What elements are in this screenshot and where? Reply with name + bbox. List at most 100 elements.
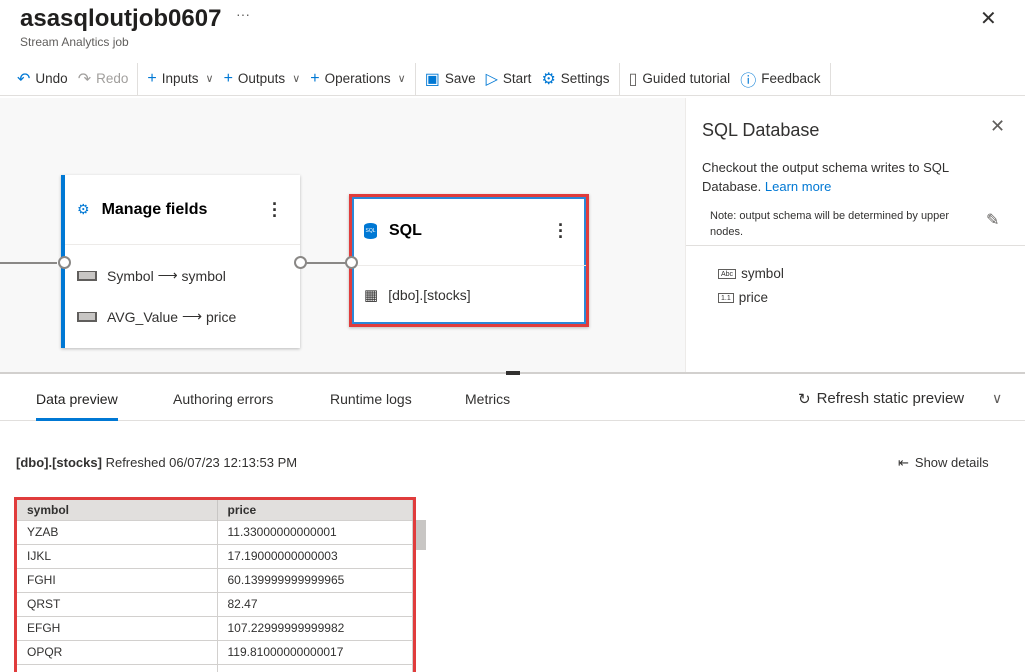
column-header[interactable]: symbol bbox=[17, 500, 218, 520]
table-row[interactable]: IJKL 17.19000000000003 bbox=[17, 543, 413, 569]
table-cell bbox=[217, 663, 413, 672]
settings-button[interactable]: ⚙ Settings bbox=[536, 64, 614, 94]
edit-icon[interactable]: ✎ bbox=[986, 212, 1000, 229]
outputs-button[interactable]: + Outputs ∨ bbox=[219, 64, 306, 94]
table-icon: ▦ bbox=[364, 287, 379, 304]
sql-output-node[interactable]: SQL SQL · · · ▦ [dbo].[stocks] bbox=[349, 194, 589, 327]
redo-label: Redo bbox=[96, 71, 129, 86]
field-mapping: AVG_Value ⟶ price bbox=[77, 296, 300, 337]
refresh-icon: ↻ bbox=[798, 391, 811, 408]
tab-runtime-logs[interactable]: Runtime logs bbox=[330, 391, 412, 407]
node-menu-button[interactable]: · · · bbox=[272, 193, 278, 226]
table-row[interactable]: YZAB 11.33000000000001 bbox=[17, 519, 413, 545]
undo-button[interactable]: ↶ Undo bbox=[12, 64, 73, 94]
panel-title: SQL Database bbox=[702, 120, 820, 140]
mapping-to: symbol bbox=[181, 267, 226, 284]
undo-label: Undo bbox=[35, 71, 68, 86]
close-button[interactable]: ✕ bbox=[980, 8, 997, 30]
close-icon[interactable]: ✕ bbox=[990, 116, 1006, 136]
status-text: Refreshed 06/07/23 12:13:53 PM bbox=[105, 455, 298, 470]
undo-icon: ↶ bbox=[17, 70, 31, 88]
divider bbox=[829, 62, 831, 95]
table-name: [dbo].[stocks] bbox=[388, 287, 471, 303]
guided-tutorial-button[interactable]: ▯ Guided tutorial bbox=[624, 64, 736, 94]
job-title: asasqloutjob0607 bbox=[20, 5, 222, 32]
outputs-label: Outputs bbox=[237, 71, 286, 86]
chevron-down-icon[interactable]: ∨ bbox=[992, 390, 1003, 406]
table-row: ▦ [dbo].[stocks] bbox=[364, 266, 586, 324]
output-port[interactable] bbox=[294, 256, 307, 269]
splitter-handle[interactable] bbox=[506, 371, 520, 375]
show-details-button[interactable]: ⇤ Show details bbox=[898, 455, 989, 471]
table-cell: YZAB bbox=[17, 519, 218, 545]
refresh-static-preview-button[interactable]: ↻ Refresh static preview bbox=[798, 390, 964, 408]
table-row[interactable] bbox=[17, 663, 413, 672]
job-subtitle: Stream Analytics job bbox=[20, 35, 129, 49]
chevron-down-icon: ∨ bbox=[205, 73, 214, 85]
start-button[interactable]: ▷ Start bbox=[481, 64, 537, 94]
preview-table: symbol price YZAB 11.33000000000001 IJKL 17.… bbox=[14, 497, 416, 672]
string-type-icon: Abc bbox=[718, 268, 737, 279]
node-menu-button[interactable]: · · · bbox=[558, 215, 564, 247]
manage-fields-node[interactable]: ⚙ Manage fields · · · Symbol ⟶ symbol AVG_Va… bbox=[61, 175, 300, 348]
redo-icon: ↷ bbox=[77, 70, 92, 88]
field-name: price bbox=[738, 290, 768, 305]
settings-label: Settings bbox=[560, 71, 610, 86]
scrollbar[interactable] bbox=[416, 520, 426, 550]
feedback-button[interactable]: ⓘ Feedback bbox=[735, 64, 825, 94]
arrow-icon: ⟶ bbox=[181, 308, 203, 324]
table-cell: EFGH bbox=[17, 615, 218, 641]
input-port[interactable] bbox=[58, 256, 71, 269]
divider bbox=[137, 62, 139, 95]
table-row[interactable]: EFGH 107.22999999999982 bbox=[17, 615, 413, 641]
schema-field: Abc symbol bbox=[718, 266, 784, 281]
chevron-down-icon: ∨ bbox=[292, 73, 301, 85]
start-label: Start bbox=[502, 71, 532, 86]
save-label: Save bbox=[444, 71, 476, 86]
table-row[interactable]: FGHI 60.139999999999965 bbox=[17, 567, 413, 593]
tab-data-preview[interactable]: Data preview bbox=[36, 391, 118, 421]
table-cell: 119.81000000000017 bbox=[217, 639, 413, 665]
inputs-button[interactable]: + Inputs ∨ bbox=[142, 64, 218, 94]
tab-metrics[interactable]: Metrics bbox=[465, 391, 511, 407]
field-icon bbox=[77, 270, 97, 281]
tab-authoring-errors[interactable]: Authoring errors bbox=[173, 391, 274, 407]
table-row[interactable]: OPQR 119.81000000000017 bbox=[17, 639, 413, 665]
panel-description: Checkout the output schema writes to SQL… bbox=[702, 158, 1002, 196]
save-button[interactable]: ▣ Save bbox=[420, 64, 481, 94]
book-icon: ▯ bbox=[628, 70, 638, 88]
save-icon: ▣ bbox=[424, 70, 440, 88]
mapping-to: price bbox=[205, 308, 237, 325]
table-cell: 11.33000000000001 bbox=[217, 519, 413, 545]
plus-icon: + bbox=[223, 69, 233, 87]
more-options-button[interactable]: ··· bbox=[236, 6, 250, 22]
description-text: Checkout the output schema writes to SQL… bbox=[702, 160, 949, 194]
refresh-label: Refresh static preview bbox=[816, 390, 965, 407]
sql-database-panel: SQL Database ✕ Checkout the output schem… bbox=[685, 98, 1025, 372]
mapping-from: Symbol bbox=[107, 267, 154, 284]
learn-more-link[interactable]: Learn more bbox=[764, 179, 832, 194]
input-port[interactable] bbox=[345, 256, 358, 269]
table-cell: 60.139999999999965 bbox=[217, 567, 413, 593]
redo-button[interactable]: ↷ Redo bbox=[73, 64, 134, 94]
operations-button[interactable]: + Operations ∨ bbox=[305, 64, 410, 94]
plus-icon: + bbox=[310, 69, 320, 87]
table-cell: 17.19000000000003 bbox=[217, 543, 413, 569]
schema-field: 1.1 price bbox=[718, 290, 768, 305]
number-type-icon: 1.1 bbox=[718, 292, 734, 303]
plus-icon: + bbox=[147, 69, 157, 87]
column-header[interactable]: price bbox=[217, 500, 413, 520]
inputs-label: Inputs bbox=[161, 71, 199, 86]
preview-status: [dbo].[stocks] Refreshed 06/07/23 12:13:… bbox=[16, 455, 297, 470]
field-name: symbol bbox=[741, 266, 784, 281]
sql-database-icon: SQL bbox=[364, 223, 377, 239]
toolbar: ↶ Undo ↷ Redo + Inputs ∨ + Outputs ∨ + Operatio… bbox=[0, 62, 1025, 96]
chevron-down-icon: ∨ bbox=[397, 73, 406, 85]
node-title: Manage fields bbox=[101, 200, 208, 218]
bottom-tabs: Data preview Authoring errors Runtime lo… bbox=[0, 385, 1025, 421]
divider bbox=[414, 62, 416, 95]
arrow-icon: ⟶ bbox=[157, 267, 178, 283]
play-icon: ▷ bbox=[485, 70, 498, 88]
table-cell: IJKL bbox=[17, 543, 218, 569]
table-row[interactable]: QRST 82.47 bbox=[17, 591, 413, 617]
